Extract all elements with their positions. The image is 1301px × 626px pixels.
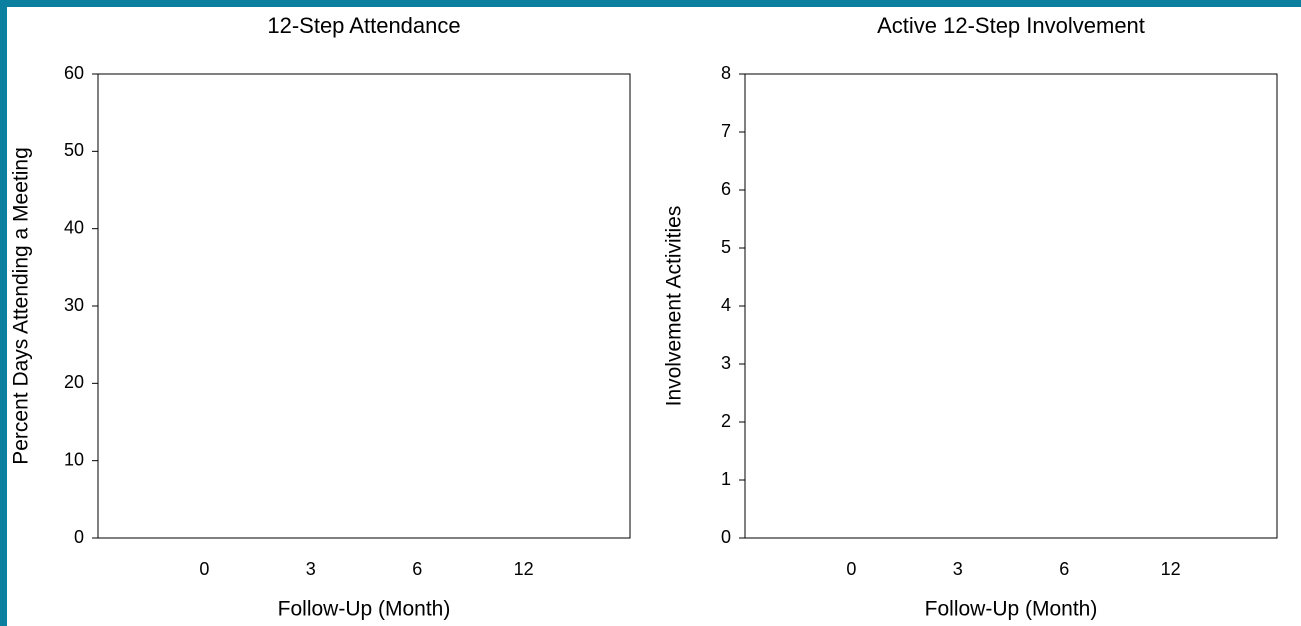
x-tick-label: 3 (953, 559, 963, 579)
y-axis-label: Involvement Activities (663, 206, 686, 407)
x-tick-label: 3 (306, 559, 316, 579)
x-axis-label: Follow-Up (Month) (278, 598, 451, 621)
y-tick-label: 5 (721, 237, 731, 257)
y-tick-label: 4 (721, 295, 731, 315)
y-tick-label: 6 (721, 179, 731, 199)
y-axis-label: Percent Days Attending a Meeting (10, 147, 33, 465)
chart-title: 12-Step Attendance (267, 13, 460, 38)
y-tick-label: 20 (64, 372, 84, 392)
left-border (0, 0, 7, 626)
y-tick-label: 60 (64, 63, 84, 83)
y-tick-label: 0 (74, 527, 84, 547)
x-tick-label: 6 (1059, 559, 1069, 579)
x-axis-label: Follow-Up (Month) (925, 598, 1098, 621)
y-tick-label: 7 (721, 121, 731, 141)
y-tick-label: 8 (721, 63, 731, 83)
x-tick-label: 12 (514, 559, 534, 579)
x-tick-label: 0 (846, 559, 856, 579)
y-tick-label: 30 (64, 295, 84, 315)
y-tick-label: 10 (64, 449, 84, 469)
x-tick-label: 12 (1161, 559, 1181, 579)
y-tick-label: 40 (64, 217, 84, 237)
chart-title: Active 12-Step Involvement (877, 13, 1145, 38)
y-tick-label: 3 (721, 353, 731, 373)
y-tick-label: 50 (64, 140, 84, 160)
y-tick-label: 0 (721, 527, 731, 547)
top-border (0, 0, 1301, 7)
y-tick-label: 1 (721, 469, 731, 489)
y-tick-label: 2 (721, 411, 731, 431)
x-tick-label: 6 (412, 559, 422, 579)
x-tick-label: 0 (199, 559, 209, 579)
